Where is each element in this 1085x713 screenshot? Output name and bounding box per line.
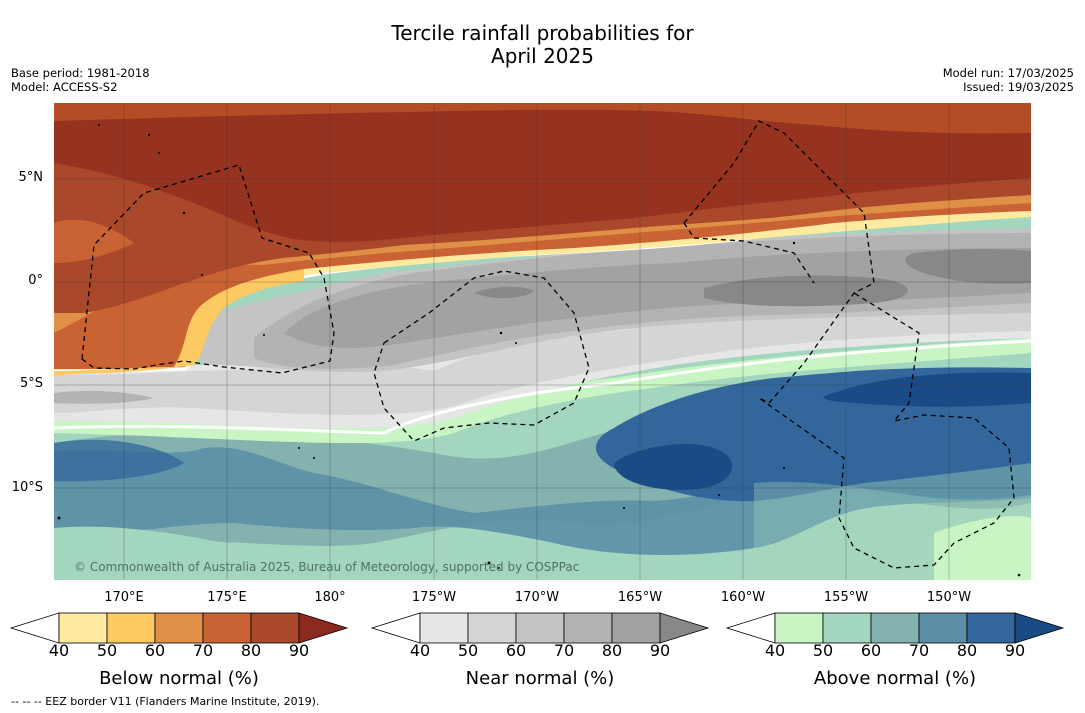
- lon-label-155w: 155°W: [823, 590, 869, 605]
- colorbar-below-under: [10, 612, 60, 644]
- colorbar-near-swatch: [563, 612, 613, 644]
- above-50-south-west: [54, 526, 414, 580]
- issued-date: Issued: 19/03/2025: [963, 80, 1074, 94]
- lon-label-150w: 150°W: [926, 590, 972, 605]
- near-80-band: [284, 248, 1031, 349]
- eez-borders: [81, 120, 1015, 569]
- map-canvas: [54, 103, 1031, 580]
- lon-label-165w: 165°W: [617, 590, 663, 605]
- colorbar-below-swatch: [106, 612, 156, 644]
- colorbar-near: [371, 612, 710, 644]
- colorbar-near-tick: 90: [649, 641, 671, 660]
- chart-title: Tercile rainfall probabilities for April…: [0, 22, 1085, 68]
- copyright-notice: © Commonwealth of Australia 2025, Bureau…: [74, 560, 580, 574]
- below-north-edge: [54, 103, 1031, 134]
- lon-label-170w: 170°W: [514, 590, 560, 605]
- title-line-1: Tercile rainfall probabilities for: [391, 21, 694, 45]
- base-period: Base period: 1981-2018: [11, 66, 150, 80]
- near-90-cell-2: [905, 248, 1031, 284]
- above-80-band: [54, 447, 1031, 555]
- colorbar-below-swatch: [202, 612, 252, 644]
- probability-map: © Commonwealth of Australia 2025, Bureau…: [54, 103, 1031, 580]
- below-40-band: [304, 211, 1031, 275]
- colorbar-below-tick: 60: [144, 641, 166, 660]
- colorbar-above-swatch: [774, 612, 824, 644]
- colorbar-near-swatch: [467, 612, 517, 644]
- near-50-band: [54, 313, 1031, 415]
- colorbar-near-over: [659, 612, 710, 644]
- colorbar-below-swatches: [58, 612, 300, 644]
- eez-border-kiribati: [683, 120, 1015, 569]
- above-max-cell-2: [823, 372, 1031, 407]
- meta-left: Base period: 1981-2018 Model: ACCESS-S2: [11, 66, 150, 94]
- colorbar-above-over: [1014, 612, 1065, 644]
- colorbar-below-tick: 70: [192, 641, 214, 660]
- near-90-cell-3: [474, 286, 534, 299]
- lon-label-160w: 160°W: [720, 590, 766, 605]
- lon-label-170e: 170°E: [104, 590, 144, 605]
- colorbar-above-tick: 80: [956, 641, 978, 660]
- lat-label-0: 0°: [28, 273, 43, 288]
- lon-label-180: 180°: [314, 590, 346, 605]
- eez-border-tokelau: [373, 270, 590, 442]
- boundary-south: [54, 339, 1031, 435]
- below-west-cell: [54, 219, 134, 263]
- title-line-2: April 2025: [491, 44, 594, 68]
- lon-label-175w: 175°W: [411, 590, 457, 605]
- colorbar-near-swatch: [515, 612, 565, 644]
- colorbar-above-tick: 70: [908, 641, 930, 660]
- colorbar-above-tick: 40: [764, 641, 786, 660]
- colorbar-below-over: [298, 612, 349, 644]
- eez-border-tuvalu: [81, 164, 335, 374]
- below-50-band: [54, 269, 304, 375]
- above-max-cell-1: [614, 443, 733, 491]
- meta-right: Model run: 17/03/2025 Issued: 19/03/2025: [943, 66, 1074, 94]
- colorbar-near-swatch: [611, 612, 661, 644]
- colorbar-near-title: Near normal (%): [465, 668, 615, 689]
- above-40-south-east: [934, 516, 1031, 580]
- colorbar-above-tick: 90: [1004, 641, 1026, 660]
- colorbar-below-swatch: [154, 612, 204, 644]
- colorbar-below-swatch: [58, 612, 108, 644]
- colorbar-above-title: Above normal (%): [813, 668, 977, 689]
- lat-label-5s: 5°S: [19, 376, 43, 391]
- colorbar-below-tick: 90: [288, 641, 310, 660]
- model-name: Model: ACCESS-S2: [11, 80, 118, 94]
- colorbar-below-swatch: [250, 612, 300, 644]
- lon-label-175e: 175°E: [207, 590, 247, 605]
- colorbar-near-swatches: [419, 612, 661, 644]
- colorbar-below-title: Below normal (%): [99, 668, 259, 689]
- colorbar-above-swatch: [822, 612, 872, 644]
- colorbar-near-tick: 60: [505, 641, 527, 660]
- graticule: [54, 103, 1031, 580]
- colorbar-below: [10, 612, 349, 644]
- eez-border-kiribati-west: [683, 222, 815, 284]
- colorbar-near-under: [371, 612, 421, 644]
- near-90-cell-1: [704, 275, 908, 307]
- colorbar-above-swatch: [870, 612, 920, 644]
- colorbar-below-tick: 40: [48, 641, 70, 660]
- colorbar-above: [726, 612, 1065, 644]
- colorbar-near-tick: 50: [457, 641, 479, 660]
- colorbar-above-tick: 60: [860, 641, 882, 660]
- colorbar-near-tick: 80: [601, 641, 623, 660]
- lat-label-10s: 10°S: [11, 480, 43, 495]
- islands: [57, 124, 1021, 577]
- colorbar-above-swatches: [774, 612, 1016, 644]
- near-west-cell: [54, 390, 154, 404]
- colorbar-above-tick: 50: [812, 641, 834, 660]
- colorbar-below-tick: 50: [96, 641, 118, 660]
- colorbar-near-swatch: [419, 612, 469, 644]
- below-90-band: [54, 103, 1031, 242]
- model-run: Model run: 17/03/2025: [942, 66, 1074, 80]
- colorbar-near-tick: 40: [409, 641, 431, 660]
- colorbar-near-tick: 70: [553, 641, 575, 660]
- lat-label-5n: 5°N: [18, 170, 44, 185]
- eez-footnote: -- -- -- EEZ border V11 (Flanders Marine…: [11, 695, 320, 708]
- above-west-cell: [54, 439, 184, 482]
- colorbar-above-under: [726, 612, 776, 644]
- colorbar-above-swatch: [918, 612, 968, 644]
- colorbar-above-swatch: [966, 612, 1016, 644]
- colorbar-below-tick: 80: [240, 641, 262, 660]
